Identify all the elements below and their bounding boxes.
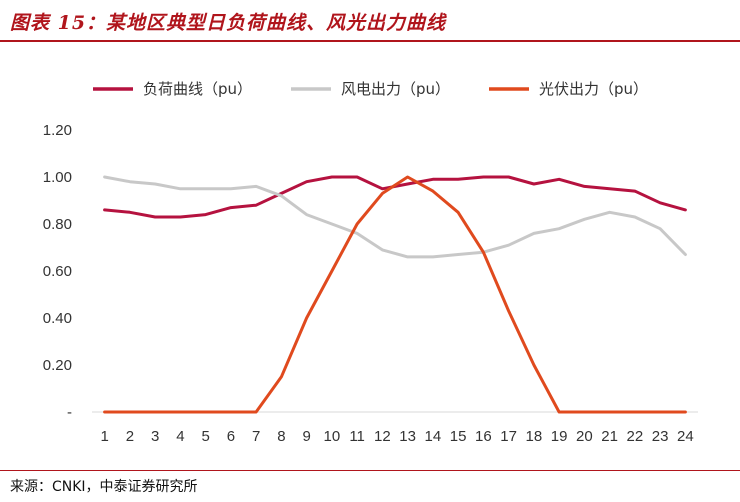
x-tick-label: 3 xyxy=(151,428,159,445)
y-tick-label: 1.20 xyxy=(43,122,72,139)
x-tick-label: 2 xyxy=(126,428,134,445)
title-divider xyxy=(0,40,740,42)
x-tick-label: 22 xyxy=(627,428,644,445)
y-tick-label: 0.20 xyxy=(43,357,72,374)
series-line xyxy=(103,175,687,219)
x-axis: 1 2 3 4 5 6 7 8 9 10 11 12 13 14 15 16 17 18 19 20 21 22 23 24 xyxy=(92,411,698,445)
series-lines xyxy=(103,175,687,414)
y-tick-label: - xyxy=(67,404,72,421)
series-line xyxy=(103,175,687,414)
x-tick-label: 21 xyxy=(601,428,618,445)
x-tick-label: 9 xyxy=(302,428,310,445)
line-chart: 负荷曲线（pu） 风电出力（pu） 光伏出力（pu） - 0.20 0.40 0.60 0.… xyxy=(43,80,698,445)
legend-label: 负荷曲线（pu） xyxy=(143,80,252,98)
source-note: 来源：CNKI，中泰证券研究所 xyxy=(10,479,198,495)
x-tick-label: 23 xyxy=(652,428,669,445)
x-tick-label: 12 xyxy=(374,428,391,445)
x-tick-label: 18 xyxy=(526,428,543,445)
x-tick-label: 10 xyxy=(324,428,341,445)
x-tick-label: 6 xyxy=(227,428,235,445)
x-tick-label: 1 xyxy=(100,428,108,445)
legend: 负荷曲线（pu） 风电出力（pu） 光伏出力（pu） xyxy=(93,80,648,98)
x-tick-label: 19 xyxy=(551,428,568,445)
footer-divider xyxy=(0,470,740,471)
y-tick-label: 1.00 xyxy=(43,169,72,186)
y-tick-label: 0.60 xyxy=(43,263,72,280)
y-tick-label: 0.40 xyxy=(43,310,72,327)
x-tick-label: 24 xyxy=(677,428,694,445)
x-tick-label: 4 xyxy=(176,428,184,445)
x-tick-label: 13 xyxy=(399,428,416,445)
x-tick-label: 11 xyxy=(349,428,365,445)
x-tick-label: 17 xyxy=(500,428,517,445)
x-tick-label: 20 xyxy=(576,428,593,445)
figure-title: 图表 15：某地区典型日负荷曲线、风光出力曲线 xyxy=(10,12,447,34)
x-tick-label: 7 xyxy=(252,428,260,445)
x-tick-label: 16 xyxy=(475,428,492,445)
series-line xyxy=(103,175,687,259)
y-axis: - 0.20 0.40 0.60 0.80 1.00 1.20 xyxy=(43,122,72,421)
x-tick-label: 15 xyxy=(450,428,467,445)
x-tick-label: 5 xyxy=(201,428,209,445)
legend-label: 风电出力（pu） xyxy=(341,80,450,98)
legend-label: 光伏出力（pu） xyxy=(539,80,648,98)
x-tick-label: 8 xyxy=(277,428,285,445)
y-tick-label: 0.80 xyxy=(43,216,72,233)
x-tick-label: 14 xyxy=(425,428,442,445)
